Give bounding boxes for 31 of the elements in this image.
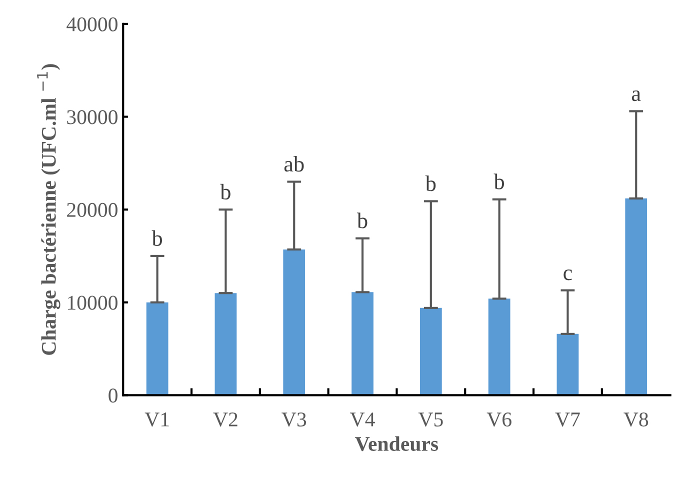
y-tick-label: 10000: [68, 296, 118, 310]
bar: [146, 302, 168, 396]
bar: [420, 308, 442, 396]
x-tick-label: V1: [144, 412, 169, 427]
y-axis-title: Charge bactérienne (UFC.ml $^{−1}$): [37, 64, 60, 355]
x-tick-label: V3: [282, 412, 306, 427]
bar: [556, 334, 579, 396]
annotation: a: [632, 90, 641, 102]
y-tick-label: 40000: [66, 17, 118, 32]
x-tick-label: V6: [486, 412, 512, 427]
x-tick-label: V5: [418, 412, 443, 427]
y-tick-label: 20000: [67, 202, 118, 217]
annotation: b: [425, 176, 436, 192]
bar: [352, 292, 374, 396]
bar: [214, 293, 237, 396]
y-tick-label: 0: [108, 388, 118, 403]
bar: [283, 249, 306, 396]
bar: [488, 298, 510, 396]
x-tick-label: V7: [555, 412, 580, 427]
x-tick-label: V8: [624, 412, 648, 427]
x-axis-title: Vendeurs: [355, 436, 438, 452]
annotation: b: [152, 230, 162, 246]
x-tick-label: V2: [213, 412, 238, 427]
annotation: b: [356, 212, 368, 228]
annotation: ab: [284, 156, 304, 172]
y-tick-label: 30000: [67, 110, 118, 124]
annotation: c: [564, 270, 572, 280]
annotation: b: [494, 174, 504, 190]
x-tick-label: V4: [350, 412, 375, 427]
annotation: b: [220, 184, 230, 200]
bar: [625, 198, 648, 396]
